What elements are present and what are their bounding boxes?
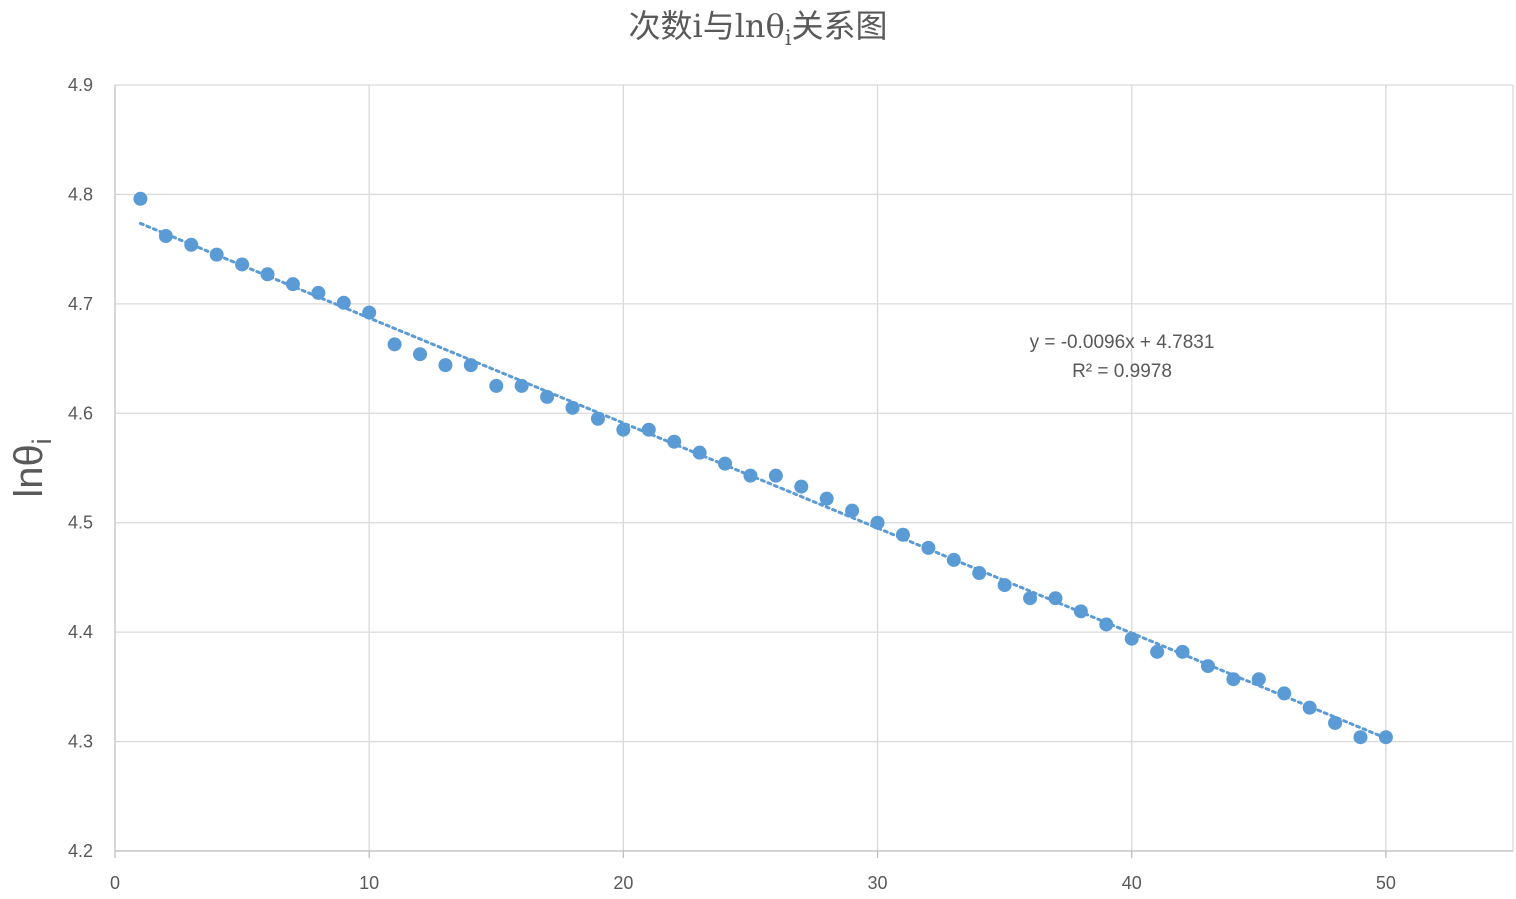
data-point	[1302, 700, 1317, 715]
data-point	[946, 552, 961, 567]
data-point	[921, 540, 936, 555]
data-point	[794, 479, 809, 494]
data-point	[285, 277, 300, 292]
data-point	[1175, 644, 1190, 659]
data-point	[1328, 715, 1343, 730]
data-point	[540, 389, 555, 404]
data-point	[438, 358, 453, 373]
data-point	[1277, 686, 1292, 701]
data-point	[743, 468, 758, 483]
data-point	[895, 527, 910, 542]
chart-title: 次数i与lnθi关系图	[628, 7, 887, 50]
trendline	[138, 221, 1388, 740]
data-point	[1378, 730, 1393, 745]
data-point	[845, 503, 860, 518]
y-tick-label: 4.2	[68, 841, 93, 861]
y-axis-label: lnθi	[7, 438, 57, 497]
data-point	[1200, 659, 1215, 674]
data-point	[158, 229, 173, 244]
data-point	[413, 347, 428, 362]
data-point	[692, 445, 707, 460]
data-point	[1251, 672, 1266, 687]
data-point	[514, 378, 529, 393]
trendline-equation: y = -0.0096x + 4.7831	[1030, 332, 1215, 353]
x-tick-label: 0	[110, 873, 120, 893]
data-point	[1226, 672, 1241, 687]
data-point	[260, 267, 275, 282]
chart-title-main: 次数i与lnθ	[628, 7, 784, 45]
y-tick-label: 4.5	[68, 513, 93, 533]
data-point	[590, 411, 605, 426]
data-point	[1023, 591, 1038, 606]
x-tick-label: 20	[613, 873, 633, 893]
data-point	[1353, 730, 1368, 745]
x-tick-label: 50	[1376, 873, 1396, 893]
x-tick-label: 30	[868, 873, 888, 893]
x-tick-label: 40	[1122, 873, 1142, 893]
chart-title-tail: 关系图	[792, 7, 888, 45]
data-point	[768, 468, 783, 483]
data-point	[1048, 591, 1063, 606]
data-point	[387, 337, 402, 352]
data-point	[565, 400, 580, 415]
axis-layer: 4.2 4.3 4.4 4.5 4.6 4.7 4.8 4.9 0 10 20 30 40 50	[68, 75, 1513, 893]
y-axis-label-main: lnθ	[7, 444, 51, 497]
trendline-layer	[138, 221, 1388, 740]
data-point	[1073, 604, 1088, 619]
data-point	[133, 191, 148, 206]
data-point	[997, 578, 1012, 593]
data-point	[667, 434, 682, 449]
data-point	[616, 422, 631, 437]
data-point	[641, 422, 656, 437]
data-point	[972, 566, 987, 581]
chart-title-subscript: i	[785, 26, 792, 50]
x-tick-label: 10	[359, 873, 379, 893]
data-point	[819, 491, 834, 506]
y-tick-label: 4.3	[68, 732, 93, 752]
data-point	[1150, 644, 1165, 659]
data-point	[718, 456, 733, 471]
data-point	[870, 515, 885, 530]
data-point	[489, 378, 504, 393]
trendline-r-squared: R² = 0.9978	[1072, 361, 1172, 382]
grid-layer	[115, 84, 1514, 852]
data-point	[209, 247, 224, 262]
data-point	[463, 358, 478, 373]
data-point	[1099, 617, 1114, 632]
y-tick-label: 4.8	[68, 184, 93, 204]
data-point	[311, 285, 326, 300]
y-tick-label: 4.9	[68, 75, 93, 95]
data-point	[184, 237, 199, 252]
data-point	[235, 257, 250, 272]
y-tick-label: 4.6	[68, 403, 93, 423]
y-tick-label: 4.7	[68, 294, 93, 314]
y-tick-label: 4.4	[68, 622, 93, 642]
y-axis-label-subscript: i	[27, 438, 57, 444]
data-points-layer	[133, 191, 1393, 745]
data-point	[1124, 631, 1139, 646]
data-point	[336, 295, 351, 310]
data-point	[362, 305, 377, 320]
